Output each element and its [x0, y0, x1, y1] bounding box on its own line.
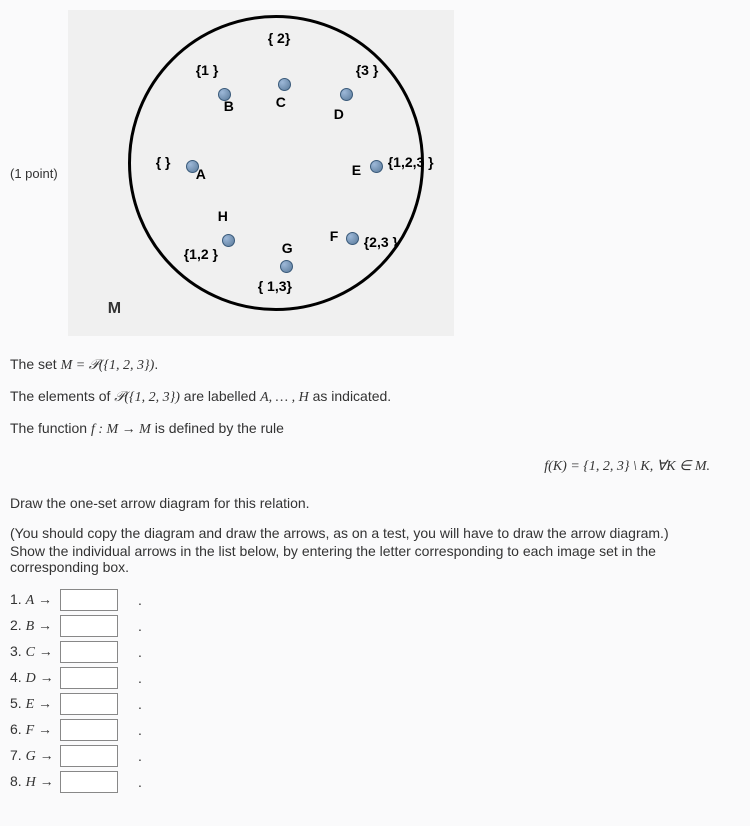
answer-period: . [138, 644, 142, 660]
node-dot-c [278, 78, 291, 91]
answer-row: 1. A →. [10, 589, 740, 611]
answer-input-d[interactable] [60, 667, 118, 689]
node-letter-a: A [196, 166, 206, 182]
answer-list: 1. A →.2. B →.3. C →.4. D →.5. E →.6. F … [10, 589, 740, 793]
answer-period: . [138, 696, 142, 712]
statement-function: The function f : M → M is defined by the… [10, 420, 740, 438]
answer-input-f[interactable] [60, 719, 118, 741]
answer-input-h[interactable] [60, 771, 118, 793]
node-letter-f: F [330, 228, 339, 244]
node-set-g: { 1,3} [258, 278, 292, 294]
answer-row: 2. B →. [10, 615, 740, 637]
diagram-row: (1 point) A { } B {1 } C { 2} D {3 } E {1,2,3 } F {… [10, 10, 740, 336]
answer-row: 4. D →. [10, 667, 740, 689]
node-set-h: {1,2 } [184, 246, 218, 262]
answer-label-f: 6. F → [10, 721, 60, 739]
answer-label-e: 5. E → [10, 695, 60, 713]
node-dot-e [370, 160, 383, 173]
node-letter-g: G [282, 240, 293, 256]
set-m-label: M [108, 300, 121, 318]
answer-row: 5. E →. [10, 693, 740, 715]
answer-label-b: 2. B → [10, 617, 60, 635]
answer-period: . [138, 618, 142, 634]
node-letter-c: C [276, 94, 286, 110]
answer-input-a[interactable] [60, 589, 118, 611]
statement-elements: The elements of 𝒫({1, 2, 3}) are labelle… [10, 388, 740, 406]
node-dot-f [346, 232, 359, 245]
answer-period: . [138, 774, 142, 790]
answer-period: . [138, 722, 142, 738]
node-letter-e: E [352, 162, 361, 178]
answer-input-e[interactable] [60, 693, 118, 715]
answer-period: . [138, 670, 142, 686]
instruction-show: Show the individual arrows in the list b… [10, 543, 740, 575]
node-set-a: { } [156, 154, 171, 170]
answer-row: 6. F →. [10, 719, 740, 741]
node-set-d: {3 } [356, 62, 379, 78]
answer-label-h: 8. H → [10, 773, 60, 791]
node-set-f: {2,3 } [364, 234, 398, 250]
node-letter-b: B [224, 98, 234, 114]
diagram-box: A { } B {1 } C { 2} D {3 } E {1,2,3 } F {2,3 } G { 1,… [68, 10, 454, 336]
node-dot-g [280, 260, 293, 273]
answer-row: 8. H →. [10, 771, 740, 793]
instruction-copy: (You should copy the diagram and draw th… [10, 525, 740, 541]
instruction-draw: Draw the one-set arrow diagram for this … [10, 495, 740, 511]
node-set-c: { 2} [268, 30, 291, 46]
point-value-label: (1 point) [10, 166, 58, 181]
answer-row: 7. G →. [10, 745, 740, 767]
node-set-b: {1 } [196, 62, 219, 78]
answer-period: . [138, 748, 142, 764]
node-dot-h [222, 234, 235, 247]
node-dot-d [340, 88, 353, 101]
function-equation: f(K) = {1, 2, 3} \ K, ∀K ∈ M. [10, 458, 710, 475]
answer-input-c[interactable] [60, 641, 118, 663]
answer-label-d: 4. D → [10, 669, 60, 687]
answer-row: 3. C →. [10, 641, 740, 663]
node-letter-h: H [218, 208, 228, 224]
answer-input-b[interactable] [60, 615, 118, 637]
statement-set-m: The set M = 𝒫({1, 2, 3}). [10, 356, 740, 374]
answer-input-g[interactable] [60, 745, 118, 767]
node-letter-d: D [334, 106, 344, 122]
answer-label-g: 7. G → [10, 747, 60, 765]
node-set-e: {1,2,3 } [388, 154, 434, 170]
answer-period: . [138, 592, 142, 608]
answer-label-c: 3. C → [10, 643, 60, 661]
answer-label-a: 1. A → [10, 591, 60, 609]
